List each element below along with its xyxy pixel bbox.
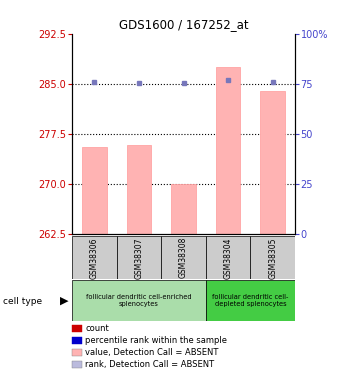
Text: ▶: ▶ [60, 296, 69, 306]
Text: GSM38307: GSM38307 [134, 237, 143, 279]
Text: GSM38306: GSM38306 [90, 237, 99, 279]
Text: GSM38305: GSM38305 [268, 237, 277, 279]
Bar [72, 236, 117, 279]
Bar [161, 236, 206, 279]
Text: follicular dendritic cell-enriched
splenocytes: follicular dendritic cell-enriched splen… [86, 294, 192, 307]
Text: rank, Detection Call = ABSENT: rank, Detection Call = ABSENT [85, 360, 214, 369]
Bar [260, 91, 285, 234]
Bar [127, 146, 151, 234]
Bar [82, 147, 107, 234]
Bar [72, 280, 206, 321]
Text: value, Detection Call = ABSENT: value, Detection Call = ABSENT [85, 348, 218, 357]
Bar [171, 184, 196, 234]
Text: percentile rank within the sample: percentile rank within the sample [85, 336, 227, 345]
Text: GSM38304: GSM38304 [224, 237, 233, 279]
Title: GDS1600 / 167252_at: GDS1600 / 167252_at [119, 18, 248, 31]
Text: follicular dendritic cell-
depleted splenocytes: follicular dendritic cell- depleted sple… [212, 294, 288, 307]
Bar [206, 280, 295, 321]
Bar [206, 236, 250, 279]
Bar [216, 67, 240, 234]
Bar [250, 236, 295, 279]
Bar [117, 236, 161, 279]
Text: GSM38308: GSM38308 [179, 237, 188, 279]
Text: cell type: cell type [3, 297, 43, 306]
Text: count: count [85, 324, 109, 333]
